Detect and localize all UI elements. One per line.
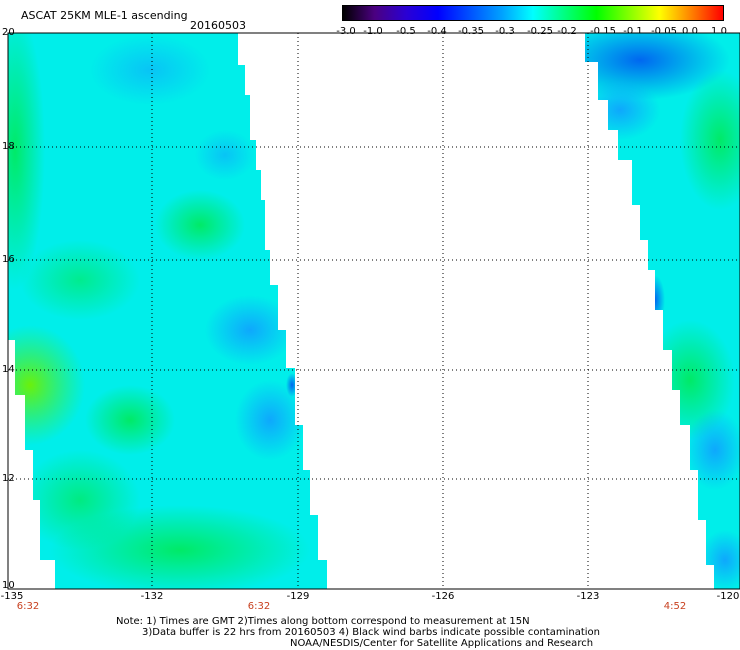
map-frame [7,32,740,590]
colorbar-tick: -0.35 [458,26,484,37]
footnote-line-3: NOAA/NESDIS/Center for Satellite Applica… [290,638,594,649]
colorbar-tick: -0.4 [427,26,447,37]
colorbar-tick: 1.0 [711,26,727,37]
footnote-line-2: 3)Data buffer is 22 hrs from 20160503 4)… [142,627,600,638]
lon-tick: -129 [286,591,310,602]
swath-right [585,33,740,589]
map-title: ASCAT 25KM MLE-1 ascending [21,9,188,22]
swath-time: 4:52 [663,601,687,612]
lat-tick: 20 [2,27,15,38]
lon-tick: -126 [431,591,455,602]
lon-tick: -135 [0,591,24,602]
colorbar-tick: -0.5 [396,26,416,37]
map-date: 20160503 [190,19,246,32]
colorbar-tick: -0.1 [623,26,643,37]
swath-time: 6:32 [16,601,40,612]
colorbar-tick: -0.25 [527,26,553,37]
footnote-line-1: Note: 1) Times are GMT 2)Times along bot… [116,616,530,627]
lat-tick: 18 [2,141,15,152]
colorbar-tick: -0.3 [495,26,515,37]
lat-tick: 12 [2,473,15,484]
lat-tick: 16 [2,254,15,265]
swath-time: 6:32 [247,601,271,612]
swath-left [8,33,327,589]
colorbar-tick: -1.0 [363,26,383,37]
lon-tick: -120 [716,591,740,602]
colorbar [342,5,724,21]
colorbar-tick: -3.0 [336,26,356,37]
graticule [8,33,740,589]
colorbar-tick: 0.0 [682,26,698,37]
colorbar-tick: -0.15 [590,26,616,37]
lon-tick: -123 [576,591,600,602]
colorbar-tick: -0.2 [557,26,577,37]
lat-tick: 14 [2,364,15,375]
colorbar-tick: -0.05 [651,26,677,37]
lat-tick: 10 [2,580,15,591]
lon-tick: -132 [140,591,164,602]
